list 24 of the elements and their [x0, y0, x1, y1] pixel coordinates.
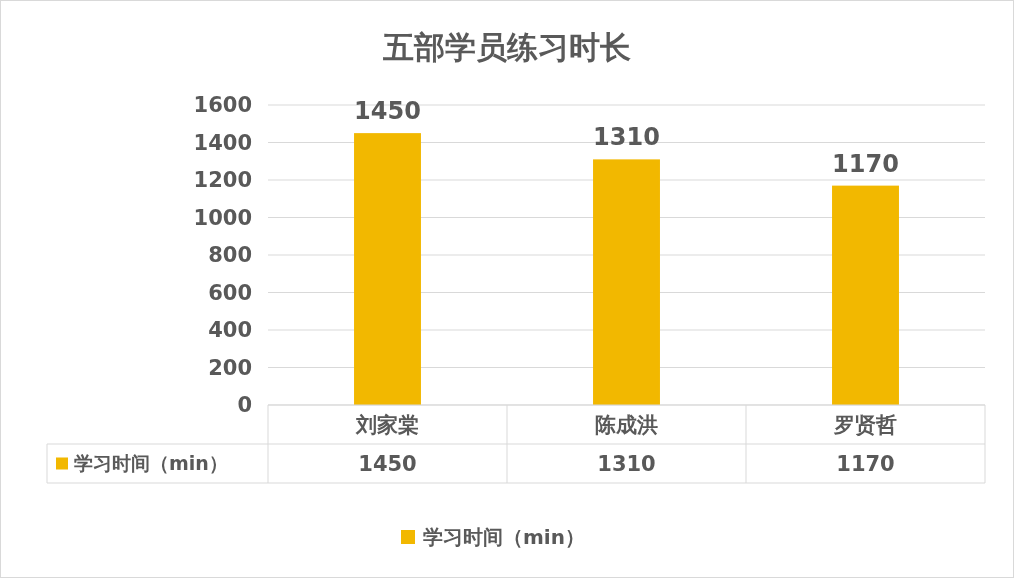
- y-tick-label: 1200: [193, 168, 252, 193]
- bar: [354, 133, 421, 405]
- bar: [832, 185, 899, 405]
- x-tick-label: 陈成洪: [595, 412, 658, 437]
- legend-label: 学习时间（min）: [423, 525, 585, 549]
- data-label: 1170: [832, 149, 899, 178]
- text: 1450: [358, 451, 417, 476]
- y-tick-label: 200: [208, 355, 252, 380]
- text: 学习时间（min）: [74, 452, 228, 475]
- y-tick-label: 1600: [193, 93, 252, 118]
- data-label: 1450: [354, 97, 421, 126]
- x-tick-label: 刘家棠: [355, 412, 419, 437]
- y-tick-label: 400: [208, 318, 252, 343]
- text: 1170: [836, 451, 895, 476]
- bar: [593, 159, 660, 405]
- y-tick-label: 0: [237, 393, 252, 418]
- chart-title: 五部学员练习时长: [382, 29, 631, 65]
- y-tick-label: 600: [208, 280, 252, 305]
- text: 1310: [597, 451, 656, 476]
- data-label: 1310: [593, 123, 660, 152]
- x-tick-label: 罗贤哲: [833, 412, 897, 437]
- y-tick-label: 800: [208, 243, 252, 268]
- y-tick-label: 1000: [193, 205, 252, 230]
- y-tick-label: 1400: [193, 130, 252, 155]
